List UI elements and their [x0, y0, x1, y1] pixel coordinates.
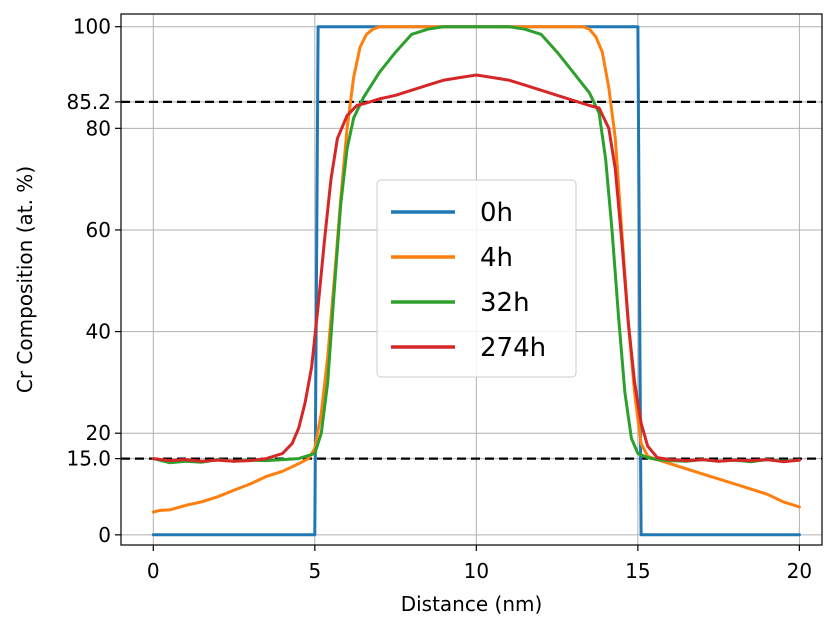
plot-frame: [120, 13, 823, 546]
x-tick-label: 0: [147, 559, 160, 583]
x-tick-label: 20: [787, 559, 812, 583]
x-tick-label: 5: [308, 559, 321, 583]
y-tick-label: 0: [98, 523, 111, 547]
series-line-274h: [151, 73, 801, 464]
y-tick-label: 20: [86, 421, 111, 445]
x-tick-label: 15: [625, 559, 650, 583]
reference-lines: [121, 100, 822, 460]
y-tick-label: 40: [86, 320, 111, 344]
x-axis-label: Distance (nm): [401, 592, 543, 616]
legend-box: [376, 179, 577, 378]
legend-label: 274h: [480, 333, 546, 363]
series-lines: [151, 25, 801, 537]
legend-label: 32h: [480, 288, 530, 318]
legend-label: 0h: [480, 198, 513, 228]
y-tick-label: 100: [73, 15, 111, 39]
y-axis-label: Cr Composition (at. %): [13, 166, 37, 393]
y-tick-label: 80: [86, 116, 111, 140]
y-tick-label: 15.0: [66, 447, 111, 471]
legend-label: 4h: [480, 243, 513, 273]
y-tick-label: 60: [86, 218, 111, 242]
legend: 0h 4h 32h 274h: [376, 179, 577, 378]
x-tick-label: 10: [464, 559, 489, 583]
y-tick-label: 85.2: [66, 90, 111, 114]
